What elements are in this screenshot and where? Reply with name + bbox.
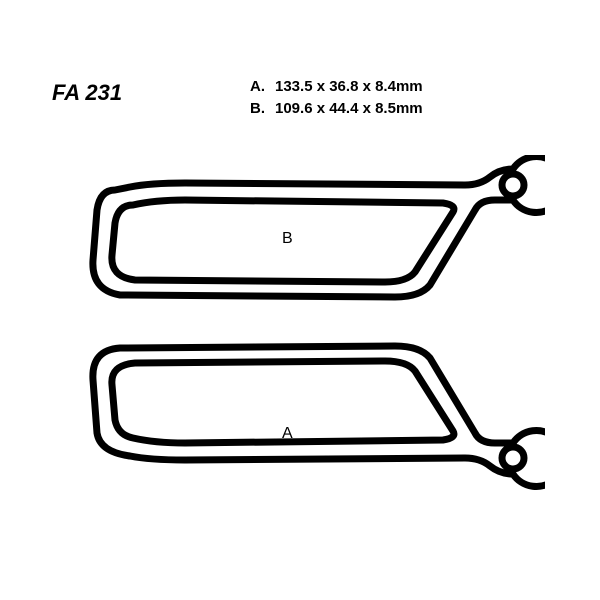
dimension-label-a: A.	[250, 78, 265, 95]
brake-pad-a-label: A	[282, 425, 293, 443]
dimension-label-b: B.	[250, 100, 265, 117]
dimension-row-a: A. 133.5 x 36.8 x 8.4mm	[250, 78, 423, 95]
brake-pad-a	[55, 330, 545, 505]
part-number: FA 231	[52, 80, 122, 106]
dimension-value-a: 133.5 x 36.8 x 8.4mm	[275, 78, 423, 95]
brake-pad-a-svg	[55, 330, 545, 500]
brake-pad-b-svg	[55, 155, 545, 315]
brake-pad-b	[55, 155, 545, 320]
dimension-row-b: B. 109.6 x 44.4 x 8.5mm	[250, 100, 423, 117]
brake-pad-b-label: B	[282, 230, 293, 248]
dimension-value-b: 109.6 x 44.4 x 8.5mm	[275, 100, 423, 117]
